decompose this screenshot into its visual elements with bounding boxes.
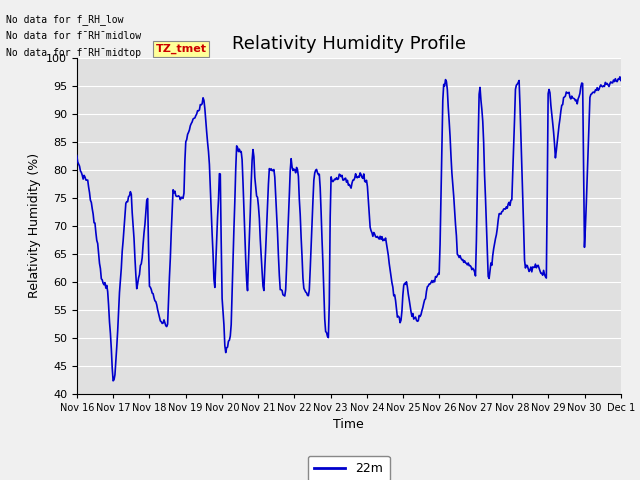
Text: No data for f_RH_low: No data for f_RH_low [6,14,124,25]
X-axis label: Time: Time [333,418,364,431]
Legend: 22m: 22m [308,456,390,480]
Text: No data for f¯RH¯midtop: No data for f¯RH¯midtop [6,48,141,58]
Text: No data for f¯RH¯midlow: No data for f¯RH¯midlow [6,31,141,41]
Y-axis label: Relativity Humidity (%): Relativity Humidity (%) [28,153,40,298]
Text: TZ_tmet: TZ_tmet [156,44,207,54]
Title: Relativity Humidity Profile: Relativity Humidity Profile [232,35,466,53]
